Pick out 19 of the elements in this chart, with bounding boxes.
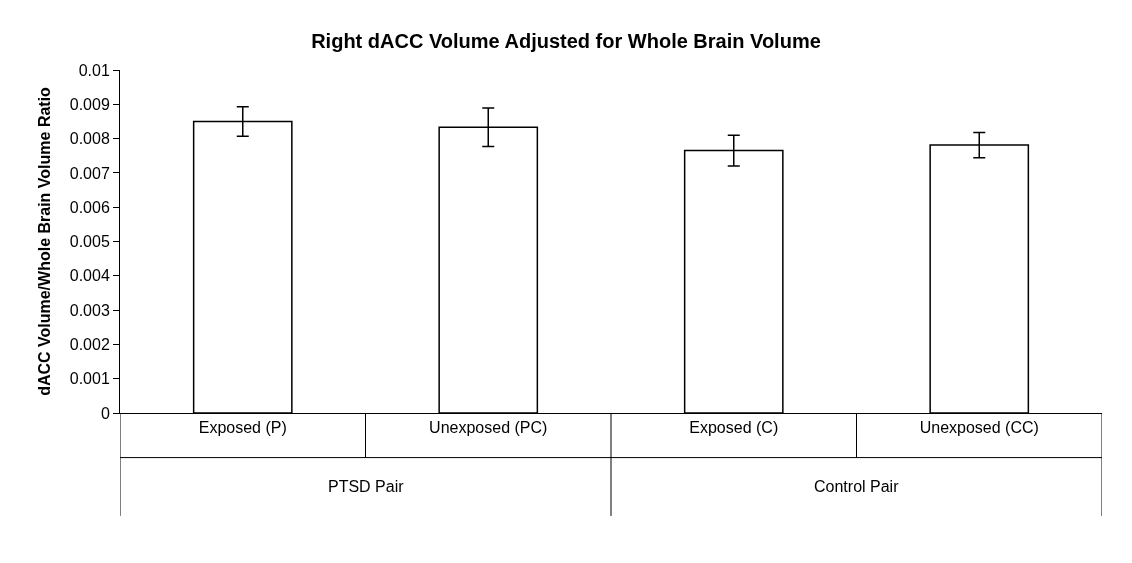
text: Control Pair <box>814 478 900 495</box>
y-tick-label: 0 <box>100 404 110 422</box>
y-tick-label: 0.009 <box>69 95 110 113</box>
y-tick-label: 0.008 <box>69 130 110 148</box>
x-tick-label: Exposed (P) <box>198 419 287 437</box>
x-tick-label: Unexposed (CC) <box>919 419 1039 437</box>
y-tick-label: 0.006 <box>69 198 110 216</box>
y-tick-label: 0.005 <box>69 233 110 251</box>
y-tick-label: 0.003 <box>69 301 110 319</box>
y-tick-label: 0.004 <box>69 267 110 285</box>
y-tick-label: 0.001 <box>69 370 110 388</box>
x-tick-label: Unexposed (PC) <box>429 419 548 437</box>
text: PTSD Pair <box>328 478 405 495</box>
chart-title: Right dACC Volume Adjusted for Whole Brain Volume <box>311 29 821 52</box>
y-tick-label: 0.002 <box>69 336 110 353</box>
y-tick-label: 0.01 <box>78 61 110 79</box>
y-axis-title: dACC Volume/Whole Brain Volume Ratio <box>35 86 53 396</box>
x-tick-label: Exposed (C) <box>689 419 779 437</box>
y-tick-label: 0.007 <box>69 164 110 182</box>
